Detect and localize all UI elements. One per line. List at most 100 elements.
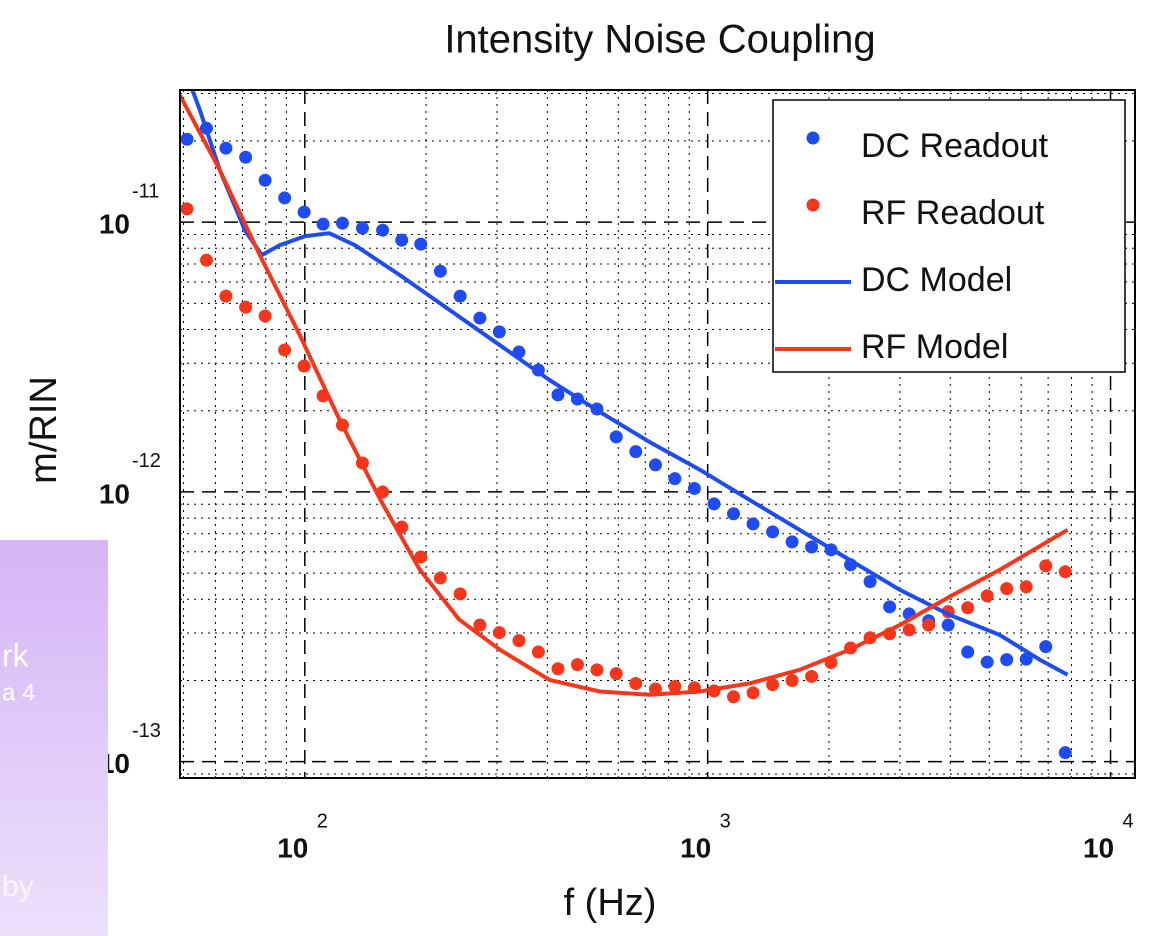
overlay-box <box>0 540 108 936</box>
data-point <box>492 626 506 640</box>
data-point <box>902 623 916 637</box>
x-axis-label: f (Hz) <box>564 882 657 924</box>
data-point <box>1019 580 1033 594</box>
data-point <box>1039 640 1053 654</box>
data-point <box>239 300 253 314</box>
overlay-text: a 4 <box>2 679 35 706</box>
x-tick-exponent: 4 <box>1123 810 1134 832</box>
data-point <box>433 571 447 585</box>
data-point <box>1058 565 1072 579</box>
legend-box <box>772 99 1126 373</box>
data-point <box>785 535 799 549</box>
data-point <box>433 264 447 278</box>
data-point <box>492 325 506 339</box>
data-point <box>219 289 233 303</box>
chart-title: Intensity Noise Coupling <box>444 18 875 62</box>
data-point <box>258 173 272 187</box>
data-point <box>746 517 760 531</box>
data-point <box>687 481 701 495</box>
data-point <box>453 289 467 303</box>
data-point <box>414 550 428 564</box>
y-axis-label: m/RIN <box>23 376 65 484</box>
x-tick-exponent: 2 <box>317 810 328 832</box>
legend-swatch <box>806 198 820 212</box>
x-tick-label: 10 <box>680 832 711 863</box>
plot-marks <box>180 90 1072 760</box>
overlay-text: rk <box>2 637 30 673</box>
data-point <box>629 676 643 690</box>
data-point <box>980 589 994 603</box>
data-point <box>980 655 994 669</box>
y-tick-exponent: -11 <box>132 180 159 202</box>
legend-label: RF Model <box>861 328 1008 366</box>
data-point <box>1039 559 1053 573</box>
data-point <box>278 191 292 205</box>
data-point <box>239 150 253 164</box>
legend-swatch <box>806 131 820 145</box>
data-point <box>961 601 975 615</box>
data-point <box>473 311 487 325</box>
data-point <box>551 388 565 402</box>
data-point <box>297 205 311 219</box>
y-tick-label: 10 <box>99 209 130 240</box>
x-tick-label: 10 <box>277 832 308 863</box>
legend-label: DC Readout <box>861 127 1049 165</box>
data-point <box>961 645 975 659</box>
data-point <box>726 507 740 521</box>
data-point <box>355 221 369 235</box>
data-point <box>590 663 604 677</box>
plot-frame <box>179 89 1136 779</box>
data-point <box>1058 746 1072 760</box>
data-point <box>609 430 623 444</box>
overlay-panel: rk a 4 by <box>0 540 108 936</box>
data-point <box>805 540 819 554</box>
data-point <box>668 472 682 486</box>
data-point <box>766 678 780 692</box>
data-point <box>1019 652 1033 666</box>
data-point <box>278 343 292 357</box>
data-point <box>785 673 799 687</box>
legend-label: RF Readout <box>861 194 1045 232</box>
data-point <box>648 458 662 472</box>
data-point <box>531 645 545 659</box>
data-point <box>199 253 213 267</box>
data-point <box>180 132 194 146</box>
data-point <box>609 667 623 681</box>
overlay-text: by <box>2 870 34 903</box>
data-point <box>453 587 467 601</box>
data-point <box>805 669 819 683</box>
data-point <box>512 634 526 648</box>
data-point <box>1000 582 1014 596</box>
data-point <box>219 141 233 155</box>
data-point <box>316 217 330 231</box>
data-point <box>570 658 584 672</box>
data-point <box>941 618 955 632</box>
y-tick-exponent: -12 <box>132 450 161 472</box>
data-point <box>473 618 487 632</box>
data-point <box>922 618 936 632</box>
data-point <box>335 216 349 230</box>
data-point <box>1000 653 1014 667</box>
legend: DC Readout RF Readout DC Model RF Model <box>772 99 1126 373</box>
data-point <box>746 686 760 700</box>
data-point <box>414 237 428 251</box>
data-point <box>297 359 311 373</box>
legend-label: DC Model <box>861 261 1012 299</box>
data-point <box>629 445 643 459</box>
y-tick-label: 10 <box>99 478 130 509</box>
grid <box>180 90 1135 778</box>
data-point <box>258 309 272 323</box>
data-point <box>766 525 780 539</box>
data-point <box>395 233 409 247</box>
data-point <box>180 202 194 216</box>
data-point <box>863 575 877 589</box>
data-point <box>726 690 740 704</box>
y-tick-exponent: -13 <box>132 720 161 742</box>
data-point <box>883 600 897 614</box>
model-line <box>180 94 1069 697</box>
data-point <box>551 662 565 676</box>
x-tick-label: 10 <box>1083 832 1114 863</box>
data-point <box>376 223 390 237</box>
